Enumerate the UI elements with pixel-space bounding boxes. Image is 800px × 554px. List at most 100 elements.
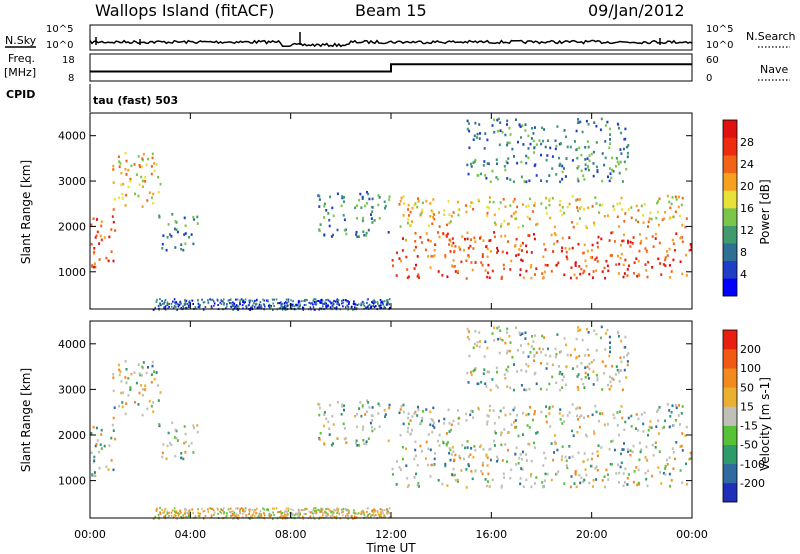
velocity-cell <box>604 332 607 335</box>
power-cell <box>609 138 611 141</box>
velocity-cell <box>279 516 282 518</box>
velocity-cell <box>606 473 609 476</box>
velocity-cell <box>559 370 562 374</box>
power-cell <box>189 305 191 308</box>
colorbar-segment <box>723 225 737 244</box>
velocity-cell <box>431 419 434 422</box>
power-cell <box>406 268 409 271</box>
velocity-cell <box>493 444 496 447</box>
velocity-cell <box>678 404 680 407</box>
velocity-cell <box>118 373 121 377</box>
velocity-cell <box>625 376 628 379</box>
velocity-cell <box>577 451 580 455</box>
power-cell <box>332 306 334 308</box>
velocity-cell <box>574 348 576 351</box>
power-cell <box>559 180 562 184</box>
power-cell <box>129 177 132 181</box>
power-cell <box>245 305 247 308</box>
power-cell <box>244 301 246 304</box>
power-cell <box>533 233 535 236</box>
velocity-cell <box>568 411 571 414</box>
power-cell <box>637 259 640 263</box>
velocity-cell <box>310 511 312 514</box>
velocity-cell <box>452 450 455 453</box>
velocity-cell <box>299 512 301 515</box>
velocity-cell <box>681 405 684 408</box>
velocity-cell <box>284 510 287 512</box>
power-cell <box>402 202 405 205</box>
power-cell <box>269 305 272 308</box>
noise-right-tick-bottom: 10^0 <box>706 40 733 51</box>
power-cell <box>671 196 674 199</box>
power-cell <box>309 306 312 309</box>
velocity-cell <box>564 455 567 459</box>
velocity-cell <box>192 451 195 454</box>
power-cell <box>331 304 334 307</box>
velocity-cell <box>480 380 483 384</box>
velocity-cell <box>381 510 384 513</box>
velocity-cell <box>188 510 190 513</box>
velocity-cell <box>290 512 293 515</box>
power-cell <box>503 267 506 271</box>
power-cell <box>467 255 470 259</box>
velocity-cell <box>297 515 299 518</box>
velocity-cell <box>336 512 338 515</box>
power-cell <box>476 132 479 136</box>
power-cell <box>330 302 332 305</box>
velocity-cell <box>522 411 524 415</box>
velocity-cell <box>584 468 587 471</box>
velocity-cell <box>598 419 601 423</box>
power-cell <box>506 177 509 180</box>
power-cell <box>122 182 125 186</box>
noise-trace <box>89 32 693 48</box>
power-cell <box>353 300 355 303</box>
velocity-cell <box>335 515 338 518</box>
power-cell <box>360 206 363 209</box>
velocity-cell <box>166 510 169 513</box>
power-cell <box>561 177 564 181</box>
velocity-cell <box>253 514 256 517</box>
power-cell <box>157 175 160 179</box>
velocity-cell <box>198 515 201 518</box>
power-cell <box>98 242 101 245</box>
power-cell <box>603 163 606 167</box>
velocity-cell <box>398 411 401 415</box>
power-cell <box>554 233 557 237</box>
velocity-cell <box>287 507 290 510</box>
power-cell <box>425 199 428 203</box>
velocity-cell <box>260 515 263 518</box>
power-cell <box>297 299 300 302</box>
velocity-cell <box>636 483 639 487</box>
power-cell <box>555 144 558 148</box>
power-cell <box>495 158 498 161</box>
power-cell <box>571 221 574 224</box>
velocity-cell <box>584 366 587 369</box>
velocity-cell <box>373 508 375 511</box>
power-cell <box>328 218 331 222</box>
velocity-cell <box>346 509 348 512</box>
power-cell <box>171 213 174 216</box>
velocity-cell <box>509 341 512 344</box>
power-cell <box>388 198 391 201</box>
velocity-cell <box>603 475 606 478</box>
power-cell <box>553 225 556 229</box>
velocity-cell <box>644 472 647 475</box>
power-cell <box>558 142 561 146</box>
power-cell <box>668 200 671 204</box>
velocity-cell <box>645 477 648 481</box>
power-cell <box>286 302 288 304</box>
velocity-cell <box>406 430 409 433</box>
velocity-cell <box>108 444 111 447</box>
power-cell <box>489 180 492 183</box>
power-cell <box>489 250 492 253</box>
power-cell <box>366 298 369 301</box>
power-cell <box>380 304 382 307</box>
power-cell <box>280 305 283 308</box>
power-cell <box>592 174 595 178</box>
velocity-cell <box>155 371 158 374</box>
power-cell <box>689 248 692 252</box>
power-cell <box>169 233 172 236</box>
power-cell <box>357 235 360 238</box>
